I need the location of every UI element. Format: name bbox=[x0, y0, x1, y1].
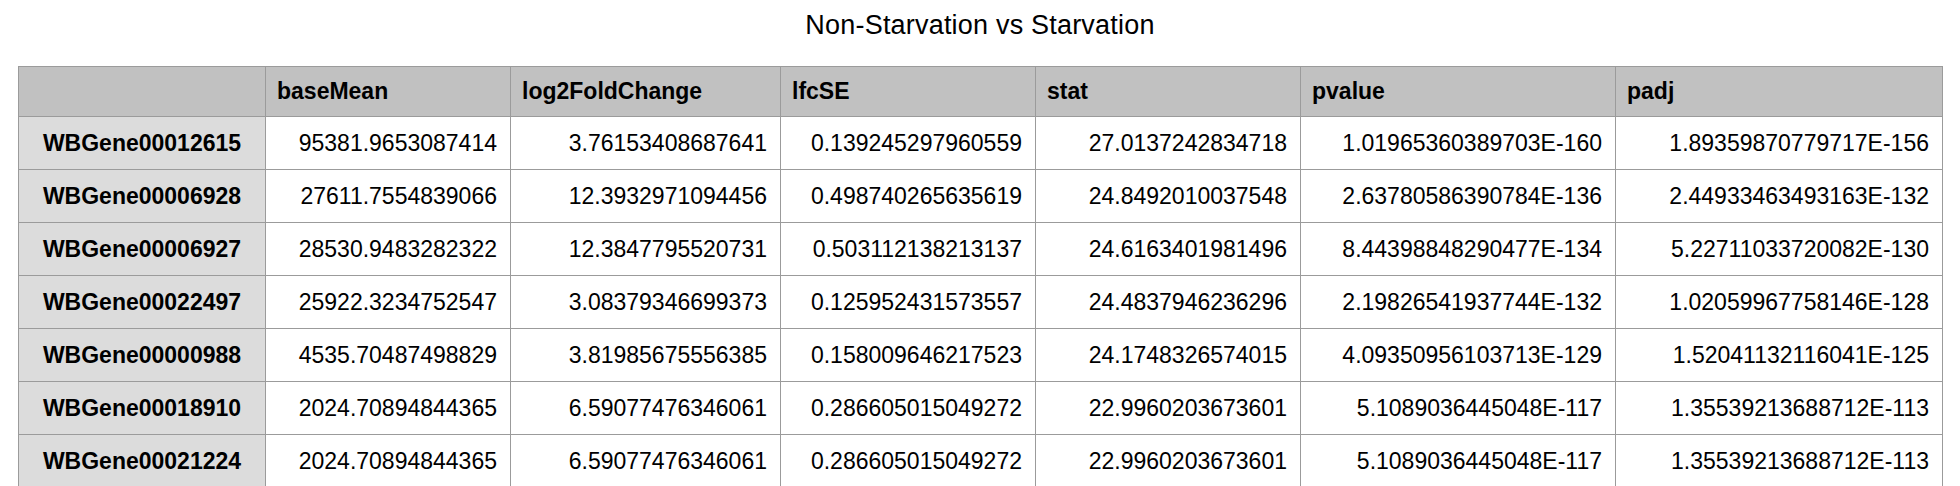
basemean-cell: 27611.7554839066 bbox=[266, 170, 511, 223]
gene-id-cell: WBGene00012615 bbox=[19, 117, 266, 170]
header-row: baseMean log2FoldChange lfcSE stat pvalu… bbox=[19, 67, 1943, 117]
results-table: baseMean log2FoldChange lfcSE stat pvalu… bbox=[18, 66, 1943, 486]
basemean-cell: 4535.70487498829 bbox=[266, 329, 511, 382]
padj-cell: 1.89359870779717E-156 bbox=[1616, 117, 1943, 170]
column-header-basemean: baseMean bbox=[266, 67, 511, 117]
stat-cell: 24.6163401981496 bbox=[1036, 223, 1301, 276]
stat-cell: 24.4837946236296 bbox=[1036, 276, 1301, 329]
pvalue-cell: 4.09350956103713E-129 bbox=[1301, 329, 1616, 382]
basemean-cell: 28530.9483282322 bbox=[266, 223, 511, 276]
column-header-gene bbox=[19, 67, 266, 117]
log2foldchange-cell: 3.08379346699373 bbox=[511, 276, 781, 329]
lfcse-cell: 0.139245297960559 bbox=[781, 117, 1036, 170]
log2foldchange-cell: 12.3932971094456 bbox=[511, 170, 781, 223]
gene-id-cell: WBGene00018910 bbox=[19, 382, 266, 435]
lfcse-cell: 0.498740265635619 bbox=[781, 170, 1036, 223]
lfcse-cell: 0.158009646217523 bbox=[781, 329, 1036, 382]
table-row: WBGene00012615 95381.9653087414 3.761534… bbox=[19, 117, 1943, 170]
gene-id-cell: WBGene00006928 bbox=[19, 170, 266, 223]
lfcse-cell: 0.125952431573557 bbox=[781, 276, 1036, 329]
table-row: WBGene00021224 2024.70894844365 6.590774… bbox=[19, 435, 1943, 486]
column-header-log2foldchange: log2FoldChange bbox=[511, 67, 781, 117]
table-row: WBGene00018910 2024.70894844365 6.590774… bbox=[19, 382, 1943, 435]
log2foldchange-cell: 6.59077476346061 bbox=[511, 435, 781, 486]
column-header-pvalue: pvalue bbox=[1301, 67, 1616, 117]
basemean-cell: 95381.9653087414 bbox=[266, 117, 511, 170]
padj-cell: 1.35539213688712E-113 bbox=[1616, 435, 1943, 486]
gene-id-cell: WBGene00021224 bbox=[19, 435, 266, 486]
pvalue-cell: 2.19826541937744E-132 bbox=[1301, 276, 1616, 329]
padj-cell: 1.35539213688712E-113 bbox=[1616, 382, 1943, 435]
log2foldchange-cell: 3.81985675556385 bbox=[511, 329, 781, 382]
column-header-padj: padj bbox=[1616, 67, 1943, 117]
padj-cell: 2.44933463493163E-132 bbox=[1616, 170, 1943, 223]
gene-id-cell: WBGene00000988 bbox=[19, 329, 266, 382]
basemean-cell: 2024.70894844365 bbox=[266, 435, 511, 486]
stat-cell: 22.9960203673601 bbox=[1036, 435, 1301, 486]
column-header-lfcse: lfcSE bbox=[781, 67, 1036, 117]
lfcse-cell: 0.503112138213137 bbox=[781, 223, 1036, 276]
basemean-cell: 2024.70894844365 bbox=[266, 382, 511, 435]
pvalue-cell: 5.1089036445048E-117 bbox=[1301, 382, 1616, 435]
table-row: WBGene00006927 28530.9483282322 12.38477… bbox=[19, 223, 1943, 276]
pvalue-cell: 5.1089036445048E-117 bbox=[1301, 435, 1616, 486]
column-header-stat: stat bbox=[1036, 67, 1301, 117]
stat-cell: 24.8492010037548 bbox=[1036, 170, 1301, 223]
table-row: WBGene00000988 4535.70487498829 3.819856… bbox=[19, 329, 1943, 382]
pvalue-cell: 8.44398848290477E-134 bbox=[1301, 223, 1616, 276]
table-row: WBGene00006928 27611.7554839066 12.39329… bbox=[19, 170, 1943, 223]
log2foldchange-cell: 6.59077476346061 bbox=[511, 382, 781, 435]
stat-cell: 24.1748326574015 bbox=[1036, 329, 1301, 382]
lfcse-cell: 0.286605015049272 bbox=[781, 435, 1036, 486]
padj-cell: 1.02059967758146E-128 bbox=[1616, 276, 1943, 329]
padj-cell: 1.52041132116041E-125 bbox=[1616, 329, 1943, 382]
page-title: Non-Starvation vs Starvation bbox=[0, 0, 1960, 41]
basemean-cell: 25922.3234752547 bbox=[266, 276, 511, 329]
stat-cell: 27.0137242834718 bbox=[1036, 117, 1301, 170]
padj-cell: 5.22711033720082E-130 bbox=[1616, 223, 1943, 276]
log2foldchange-cell: 12.3847795520731 bbox=[511, 223, 781, 276]
log2foldchange-cell: 3.76153408687641 bbox=[511, 117, 781, 170]
stat-cell: 22.9960203673601 bbox=[1036, 382, 1301, 435]
pvalue-cell: 1.01965360389703E-160 bbox=[1301, 117, 1616, 170]
table-row: WBGene00022497 25922.3234752547 3.083793… bbox=[19, 276, 1943, 329]
lfcse-cell: 0.286605015049272 bbox=[781, 382, 1036, 435]
gene-id-cell: WBGene00006927 bbox=[19, 223, 266, 276]
pvalue-cell: 2.63780586390784E-136 bbox=[1301, 170, 1616, 223]
gene-id-cell: WBGene00022497 bbox=[19, 276, 266, 329]
